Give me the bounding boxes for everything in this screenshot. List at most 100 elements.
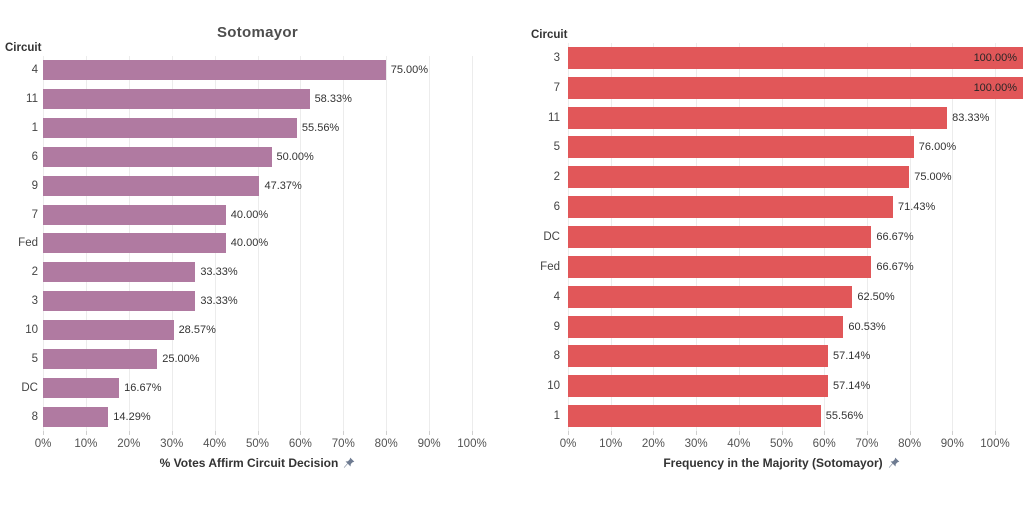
category-label: Fed <box>540 260 560 273</box>
tick-mark <box>128 431 130 435</box>
tick-mark <box>738 431 740 435</box>
value-label: 83.33% <box>952 111 990 124</box>
gridline <box>952 43 954 431</box>
value-label: 57.14% <box>832 380 871 393</box>
bar[interactable] <box>568 225 872 248</box>
value-label: 33.33% <box>200 295 238 308</box>
tick-label: 10% <box>599 438 623 450</box>
tick-label: 40% <box>727 438 751 450</box>
bar[interactable] <box>568 136 914 159</box>
bar-track: 25.00% <box>43 344 500 373</box>
gridline <box>995 43 996 431</box>
value-label: 100.00% <box>973 81 1017 94</box>
bar-track: 14.29% <box>43 402 500 431</box>
bar[interactable] <box>568 255 872 278</box>
bar-track: 47.37% <box>43 171 500 200</box>
tick-label: 80% <box>374 438 398 450</box>
bar-track: 75.00% <box>568 162 1023 192</box>
category-label: 3 <box>553 51 560 64</box>
bar[interactable] <box>43 320 174 341</box>
bar-row: 4 75.00% <box>0 56 500 85</box>
bar-track: 100.00% <box>568 73 1023 103</box>
bar[interactable] <box>568 315 844 338</box>
bar-row: 1 55.56% <box>0 114 500 143</box>
tick-mark <box>85 431 87 435</box>
bar-track: 71.43% <box>568 192 1023 222</box>
bar-track: 62.50% <box>568 282 1023 312</box>
bar[interactable] <box>568 46 1023 69</box>
value-label: 66.67% <box>876 230 914 243</box>
tick-label: 0% <box>559 438 577 450</box>
value-label: 40.00% <box>230 208 269 221</box>
category-label: 4 <box>31 64 38 77</box>
bar[interactable] <box>568 166 910 189</box>
bar-row: 6 50.00% <box>0 143 500 172</box>
value-label: 50.00% <box>276 150 314 163</box>
bar[interactable] <box>568 196 893 219</box>
bar[interactable] <box>43 233 226 254</box>
tick-label: 90% <box>417 438 441 450</box>
category-label: 1 <box>553 410 560 423</box>
bar[interactable] <box>568 375 828 398</box>
bar[interactable] <box>43 262 196 283</box>
bar-row: 7 100.00% <box>511 73 1023 103</box>
gridline <box>300 56 302 431</box>
y-axis-header: Circuit <box>531 29 568 41</box>
bar[interactable] <box>568 76 1023 99</box>
value-label: 75.00% <box>914 171 952 184</box>
category-label: 2 <box>31 266 38 279</box>
category-label: 10 <box>547 380 560 393</box>
bar-track: 50.00% <box>43 143 500 172</box>
category-label: 11 <box>26 93 38 106</box>
bar-track: 28.57% <box>43 316 500 345</box>
bar[interactable] <box>43 89 310 110</box>
bar-row: 8 57.14% <box>511 341 1023 371</box>
bar-rows: 3 100.00% 7 100.00% 11 83.33% 5 76.00% 2 75.00% 6 7… <box>511 43 1023 431</box>
value-label: 62.50% <box>857 290 895 303</box>
category-label: DC <box>21 381 38 394</box>
bar[interactable] <box>43 377 120 398</box>
bar-row: 10 57.14% <box>511 371 1023 401</box>
bar[interactable] <box>568 285 853 308</box>
tick-mark <box>995 431 996 435</box>
bar[interactable] <box>568 345 828 368</box>
bar-track: 40.00% <box>43 229 500 258</box>
bar[interactable] <box>568 106 948 129</box>
tick-label: 40% <box>203 438 227 450</box>
gridline <box>909 43 911 431</box>
bar[interactable] <box>43 60 386 81</box>
bar[interactable] <box>43 175 260 196</box>
tick-label: 20% <box>641 438 665 450</box>
chart-votes-affirm: Sotomayor Circuit 4 75.00% 11 58.33% 1 55.56%… <box>0 0 500 520</box>
bar-row: DC 66.67% <box>511 222 1023 252</box>
bar[interactable] <box>43 348 158 369</box>
value-label: 100.00% <box>973 51 1017 64</box>
category-label: 5 <box>31 352 38 365</box>
bar[interactable] <box>43 118 297 139</box>
bar-row: 3 100.00% <box>511 43 1023 73</box>
gridline <box>429 56 431 431</box>
bar[interactable] <box>43 406 109 427</box>
x-axis: 0% 10% 20% 30% 40% 50% 60% 70% 80% 90% 100% <box>560 431 1010 455</box>
category-label: Fed <box>18 237 38 250</box>
bar[interactable] <box>43 146 272 167</box>
value-label: 14.29% <box>113 410 151 423</box>
chart-title: Sotomayor <box>216 24 299 42</box>
pin-icon <box>888 457 900 472</box>
value-label: 76.00% <box>918 141 957 154</box>
bar[interactable] <box>568 405 821 428</box>
category-label: 7 <box>553 81 560 94</box>
tick-mark <box>653 431 655 435</box>
bar-row: Fed 40.00% <box>0 229 500 258</box>
value-label: 66.67% <box>876 260 914 273</box>
bar-track: 55.56% <box>568 401 1023 431</box>
value-label: 28.57% <box>178 324 216 337</box>
bar-rows: 4 75.00% 11 58.33% 1 55.56% 6 50.00% 9 47.37% 7 40.… <box>0 56 500 431</box>
bar[interactable] <box>43 291 196 312</box>
bar-track: 16.67% <box>43 373 500 402</box>
x-axis-title-label: % Votes Affirm Circuit Decision <box>159 456 339 470</box>
tick-label: 60% <box>812 438 836 450</box>
category-label: 3 <box>31 295 38 308</box>
bar[interactable] <box>43 204 226 225</box>
category-label: 6 <box>553 201 560 214</box>
